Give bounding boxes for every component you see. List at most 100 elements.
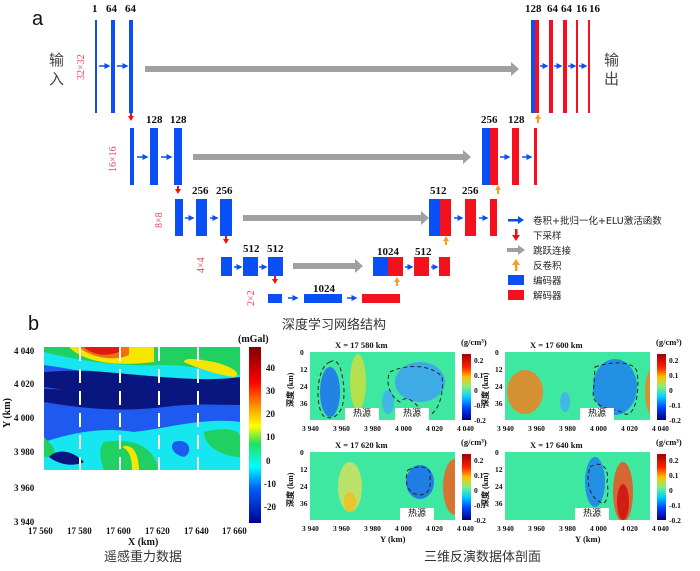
dec-l2-ch-1: 128 — [508, 114, 525, 126]
section-cb-tick: -0.1 — [669, 501, 681, 510]
section-cb-tick: 0.2 — [474, 456, 484, 465]
section-x-tick: 4 040 — [652, 524, 669, 533]
section-cb-tick: 0.1 — [474, 371, 484, 380]
section-colorbar — [462, 354, 471, 420]
anomaly — [617, 484, 629, 520]
section-x-tick: 4 000 — [590, 524, 607, 533]
section-cb-tick: 0 — [669, 486, 673, 495]
orange-up-arrow-icon — [505, 258, 527, 271]
legend-item-decoder: 解码器 — [505, 287, 662, 302]
inversion-section: X = 17 620 km 热源 0 12 24 36 深度 (km) 3 940 3 960 3… — [286, 437, 487, 544]
legend-label: 卷积+批归一化+ELU激活函数 — [533, 215, 662, 227]
section-x-tick: 3 980 — [364, 424, 381, 433]
section-cb-tick: 0.2 — [669, 456, 679, 465]
section-title: X = 17 600 km — [530, 340, 583, 350]
bottleneck-ch: 1024 — [313, 283, 335, 295]
legend: 卷积+批归一化+ELU激活函数 下采样 跳跃连接 反卷积 编码器 解码器 — [505, 212, 662, 302]
gravity-y-label: Y (km) — [2, 398, 13, 428]
depth-tick: 12 — [495, 465, 503, 474]
gray-arrow-icon — [505, 244, 527, 255]
heat-source-outline — [405, 466, 431, 496]
gravity-cb-tick: 40 — [266, 363, 275, 373]
gravity-y-tick: 4 040 — [14, 346, 35, 356]
section-x-label: Y (km) — [380, 534, 406, 544]
section-x-label: Y (km) — [575, 534, 601, 544]
section-cb-tick: 0.2 — [474, 356, 484, 365]
gravity-colorbar-unit: (mGal) — [238, 334, 269, 345]
section-cb-tick: 0 — [474, 386, 478, 395]
unet-diagram — [95, 20, 590, 303]
gravity-x-tick: 17 600 — [106, 526, 131, 536]
section-x-tick: 4 020 — [621, 424, 638, 433]
enc-l3-ch-1: 256 — [216, 185, 233, 197]
depth-tick: 36 — [300, 399, 308, 408]
section-x-tick: 4 020 — [426, 524, 443, 533]
blue-box-icon — [505, 274, 527, 285]
depth-tick: 12 — [300, 465, 308, 474]
section-cb-tick: -0.2 — [474, 516, 486, 525]
dec-l4-ch-0: 1024 — [377, 246, 399, 258]
section-plot — [505, 352, 650, 420]
legend-item-upconv: 反卷积 — [505, 257, 662, 272]
anomaly — [350, 354, 366, 410]
depth-label: 深度 (km) — [286, 372, 295, 407]
section-cb-tick: -0.2 — [669, 416, 681, 425]
section-title: X = 17 620 km — [335, 440, 388, 450]
depth-tick: 24 — [300, 482, 308, 491]
anomaly — [395, 362, 445, 402]
red-down-arrow-icon — [505, 228, 527, 241]
skip-connections — [145, 62, 519, 273]
depth-label: 深度 (km) — [481, 472, 490, 507]
dec-l2-ch-0: 256 — [481, 114, 498, 126]
section-cb-tick: 0 — [669, 386, 673, 395]
depth-label: 深度 (km) — [286, 472, 295, 507]
gravity-y-tick: 3 980 — [14, 447, 35, 457]
depth-label: 深度 (km) — [481, 372, 490, 407]
depth-tick: 24 — [300, 382, 308, 391]
inversion-section: X = 17 600 km 热源 0 12 24 36 深度 (km) 3 940 3 960 3… — [481, 337, 682, 433]
legend-label: 下采样 — [533, 230, 562, 242]
anomaly — [382, 390, 394, 414]
enc-l1-ch-2: 64 — [125, 3, 136, 15]
section-cb-tick: -0.1 — [669, 401, 681, 410]
heat-source-outline — [587, 463, 609, 504]
inversion-section: X = 17 580 km 热源 热源 0 12 24 36 深度 (km) 3 940 3 96… — [286, 337, 487, 433]
gravity-x-tick: 17 620 — [145, 526, 170, 536]
enc-l2-ch-1: 128 — [170, 114, 187, 126]
upconv-arrows — [394, 114, 541, 286]
gravity-map — [44, 347, 240, 470]
section-cb-tick: 0.1 — [474, 471, 484, 480]
inversion-caption: 三维反演数据体剖面 — [424, 550, 542, 565]
dec-l3-ch-1: 256 — [462, 185, 479, 197]
depth-tick: 0 — [495, 448, 499, 457]
anomaly — [338, 462, 362, 512]
downsample-arrows — [128, 113, 278, 284]
section-x-tick: 4 040 — [457, 524, 474, 533]
dec-l1-ch-1: 64 — [547, 3, 558, 15]
section-cb-tick: 0.1 — [669, 371, 679, 380]
heat-source-tag: 热源 — [580, 408, 614, 421]
gravity-caption: 遥感重力数据 — [104, 550, 183, 565]
legend-label: 反卷积 — [533, 260, 562, 272]
section-x-tick: 4 000 — [395, 424, 412, 433]
section-cb-tick: -0.2 — [474, 416, 486, 425]
anomaly — [560, 392, 570, 412]
enc-l4-ch-0: 512 — [243, 243, 260, 255]
section-cb-tick: -0.1 — [474, 401, 486, 410]
gravity-x-tick: 17 660 — [222, 526, 247, 536]
enc-l1-block-0 — [95, 20, 97, 113]
bottleneck — [268, 294, 400, 303]
anomaly — [585, 457, 605, 507]
depth-tick: 0 — [495, 348, 499, 357]
anomaly — [645, 369, 650, 415]
section-x-tick: 3 960 — [528, 424, 545, 433]
legend-item-skip: 跳跃连接 — [505, 242, 662, 257]
section-x-tick: 3 960 — [333, 524, 350, 533]
legend-label: 跳跃连接 — [533, 245, 572, 257]
encoder-level3 — [175, 199, 232, 236]
enc-l1-block-1 — [111, 20, 115, 113]
section-cb-tick: -0.1 — [474, 501, 486, 510]
depth-tick: 24 — [495, 382, 503, 391]
anomaly — [593, 359, 637, 415]
dec-l1-ch-0: 128 — [525, 3, 542, 15]
